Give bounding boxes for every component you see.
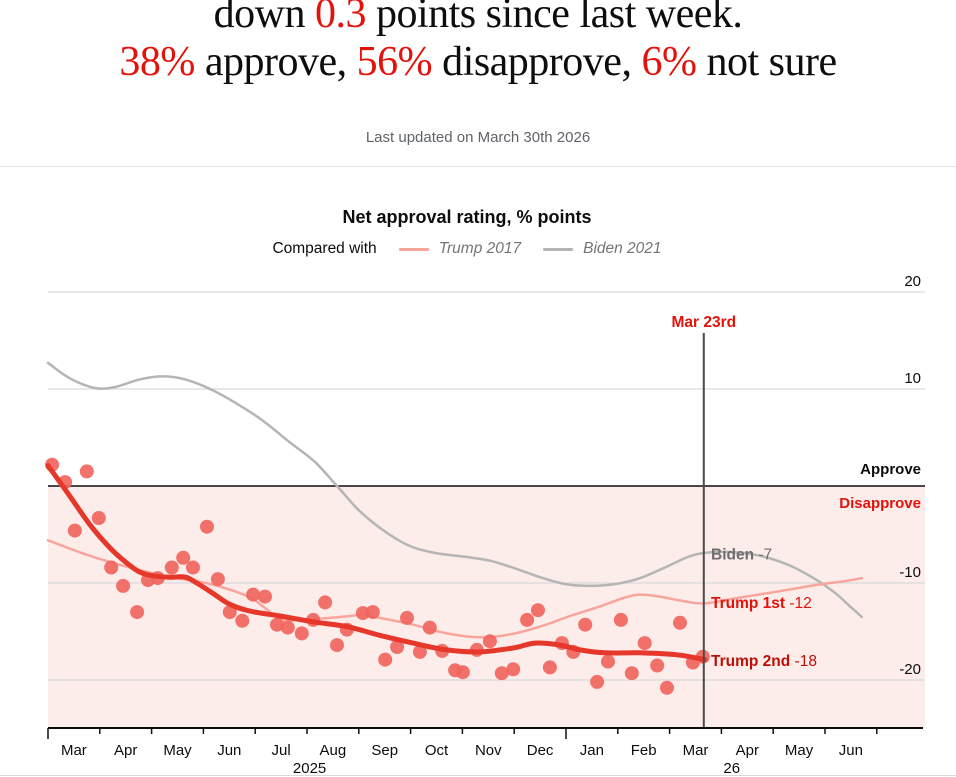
chart-title: Net approval rating, % points (342, 207, 592, 227)
headline-segment: points since last week. (365, 0, 743, 37)
disapprove-label: Disapprove (839, 495, 921, 512)
y-tick-label-10: 10 (904, 370, 921, 387)
poll-dot (318, 595, 333, 610)
month-label-may-2: May (163, 742, 192, 759)
month-label-jul-4: Jul (272, 742, 291, 759)
headline-segment-red: 56% (356, 39, 433, 85)
month-label-jun-15: Jun (839, 742, 863, 759)
month-label-oct-7: Oct (425, 742, 449, 759)
last-updated: Last updated on March 30th 2026 (365, 129, 591, 146)
poll-dot (578, 617, 593, 632)
legend-item-trump-2017: Trump 2017 (438, 240, 522, 257)
poll-dot (258, 589, 272, 604)
headline-segment-red: 0.3 (314, 0, 367, 37)
month-label-apr-13: Apr (736, 742, 759, 759)
poll-dot (494, 666, 509, 681)
approve-label: Approve (860, 461, 921, 478)
month-label-sep-6: Sep (371, 742, 398, 759)
headline-segment: not sure (696, 39, 837, 85)
poll-dot (637, 636, 652, 651)
poll-dot (186, 560, 200, 575)
y-tick-label--20: -20 (899, 661, 921, 678)
year-label-2025: 2025 (293, 760, 326, 777)
marker-label: Mar 23rd (671, 314, 736, 331)
trump-1st-end-label: Trump 1st -12 (711, 595, 812, 612)
headline-line2: 38% approve, 56% disapprove, 6% not sure (0, 38, 956, 86)
section-divider (0, 166, 956, 167)
headline-segment-red: 38% (119, 39, 195, 85)
poll-dot (422, 620, 437, 635)
month-label-mar-0: Mar (61, 742, 87, 759)
poll-dot (200, 519, 214, 534)
poll-dot (601, 654, 615, 669)
month-label-mar-12: Mar (683, 742, 709, 759)
headline-segment: disapprove, (432, 39, 642, 85)
trump-1st-line (46, 539, 864, 639)
trump-2nd-line (45, 463, 708, 663)
poll-dot (590, 674, 605, 689)
poll-dot (365, 605, 380, 620)
poll-dot (67, 523, 82, 538)
poll-dot (412, 644, 427, 659)
poll-dot (79, 464, 94, 479)
legend-compared-with-label: Compared with (272, 240, 377, 257)
legend-swatch-biden-2021 (543, 247, 574, 251)
poll-dot (624, 666, 639, 681)
headline-segment-red: 6% (641, 39, 697, 85)
poll-dot (542, 660, 557, 675)
poll-dot (390, 640, 405, 654)
biden-2021-end-label: Biden -7 (711, 546, 772, 563)
legend-swatch-trump-2017 (398, 247, 429, 251)
y-tick-label-20: 20 (904, 273, 921, 290)
poll-dot (531, 603, 545, 618)
headline-segment: down (213, 0, 315, 37)
poll-dot (164, 560, 179, 575)
poll-dot (673, 615, 687, 630)
poll-dot (660, 680, 674, 695)
month-label-dec-9: Dec (527, 742, 554, 759)
poll-dot (294, 626, 309, 641)
poll-dot (246, 587, 261, 602)
biden-2021-line (46, 361, 864, 619)
poll-dot (280, 620, 295, 635)
month-label-feb-11: Feb (631, 742, 657, 759)
poll-dot (330, 638, 344, 653)
poll-dot (235, 613, 250, 628)
poll-dot (482, 634, 497, 649)
y-tick-label--10: -10 (899, 564, 921, 581)
month-label-jan-10: Jan (580, 742, 604, 759)
poll-dot (270, 617, 284, 632)
poll-dot (91, 511, 106, 525)
month-label-apr-1: Apr (114, 742, 137, 759)
poll-dot (222, 605, 237, 620)
headline-line1: down 0.3 points since last week. (0, 0, 956, 38)
headline-segment: approve, (194, 39, 357, 85)
poll-dot (520, 612, 535, 627)
month-label-may-14: May (785, 742, 814, 759)
poll-dot (130, 605, 145, 620)
poll-dot (506, 662, 521, 677)
chart-legend: Compared with Trump 2017 Biden 2021 (0, 240, 934, 258)
disapprove-band (48, 486, 925, 728)
bottom-divider (0, 775, 956, 776)
poll-dot (116, 578, 131, 593)
net-approval-chart: 20 10 -10 -20 Approve Disapprove Mar 23rd Biden… (45, 273, 925, 777)
month-label-jun-3: Jun (217, 742, 241, 759)
poll-dot (378, 652, 393, 667)
poll-dot (176, 550, 191, 565)
poll-dot (650, 658, 665, 673)
poll-dot (400, 610, 414, 625)
poll-dot (210, 572, 225, 587)
poll-dot (613, 612, 628, 627)
month-label-nov-8: Nov (475, 742, 502, 759)
poll-dot (455, 665, 470, 680)
year-label-26: 26 (723, 760, 740, 777)
month-label-aug-5: Aug (320, 742, 347, 759)
legend-item-biden-2021: Biden 2021 (583, 240, 662, 257)
trump-2nd-end-label: Trump 2nd -18 (711, 653, 817, 670)
poll-dot (104, 560, 119, 575)
